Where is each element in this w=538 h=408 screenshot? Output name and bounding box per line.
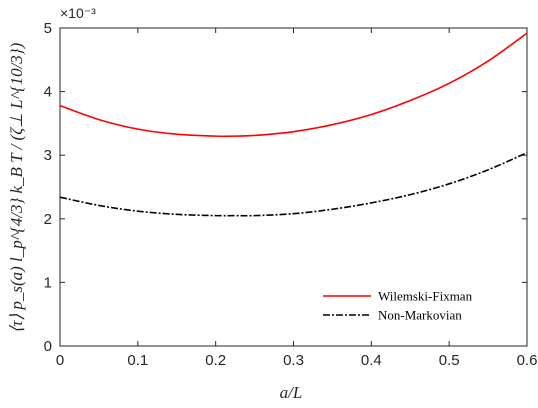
y-exponent-label: ×10⁻³ xyxy=(60,5,96,21)
legend-label: Wilemski-Fixman xyxy=(378,289,473,304)
series-layer xyxy=(59,32,528,217)
x-tick-label: 0.3 xyxy=(283,352,304,369)
series-line-wilemski-fixman xyxy=(59,32,528,138)
y-axis-title: ⟨τ⟩ p_s(a) l_p^{4/3} k_B T / (ζ⊥ L^{10/3… xyxy=(7,42,26,333)
legend: Wilemski-Fixman Non-Markovian xyxy=(323,289,473,323)
y-tick-label: 0 xyxy=(44,338,52,355)
x-tick-label: 0.2 xyxy=(205,352,226,369)
x-axis-title: a/L xyxy=(280,383,303,402)
x-tick-label: 0.5 xyxy=(439,352,460,369)
x-axis-label: a/L xyxy=(280,383,303,402)
y-axis-label: ⟨τ⟩ p_s(a) l_p^{4/3} k_B T / (ζ⊥ L^{10/3… xyxy=(7,42,26,333)
y-tick-label: 5 xyxy=(44,20,52,37)
ticks-layer: 0 0.1 0.2 0.3 0.4 0.5 0.6 0 1 2 3 4 5 xyxy=(44,20,538,369)
x-tick-label: 0.4 xyxy=(361,352,382,369)
y-tick-label: 1 xyxy=(44,274,52,291)
y-tick-label: 3 xyxy=(44,147,52,164)
series-line-non-markovian xyxy=(59,151,528,217)
x-tick-label: 0.1 xyxy=(127,352,148,369)
y-tick-label: 4 xyxy=(44,84,52,101)
y-tick-label: 2 xyxy=(44,211,52,228)
legend-label: Non-Markovian xyxy=(378,308,462,323)
x-tick-label: 0.6 xyxy=(517,352,538,369)
x-tick-label: 0 xyxy=(56,352,64,369)
